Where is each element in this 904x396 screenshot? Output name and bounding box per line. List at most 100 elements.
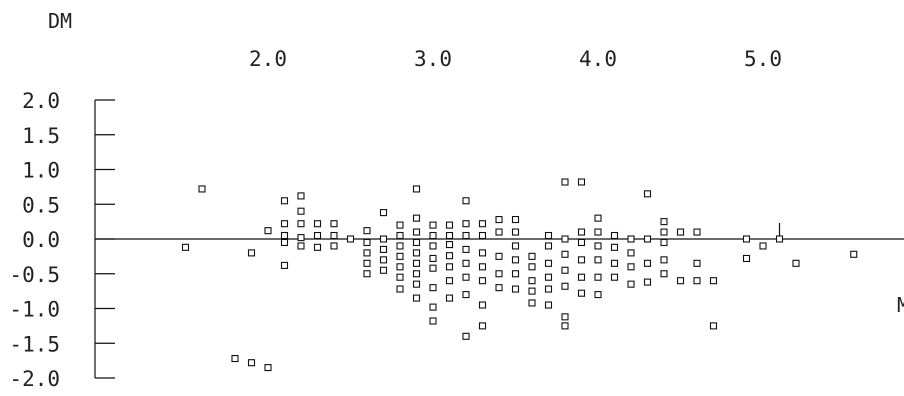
y-tick-label: 0.5 bbox=[22, 193, 60, 217]
data-point bbox=[528, 287, 536, 295]
data-point bbox=[511, 270, 520, 278]
data-point bbox=[379, 245, 388, 253]
data-point bbox=[693, 228, 701, 236]
data-point bbox=[495, 284, 503, 292]
data-point bbox=[577, 238, 586, 247]
data-point bbox=[247, 359, 256, 367]
data-point bbox=[528, 252, 536, 260]
data-point bbox=[264, 364, 272, 372]
data-point bbox=[742, 254, 751, 263]
data-point bbox=[610, 273, 619, 281]
data-point bbox=[330, 242, 338, 250]
data-point bbox=[280, 231, 289, 240]
data-point bbox=[577, 228, 586, 236]
data-point bbox=[412, 270, 421, 278]
data-point bbox=[297, 242, 305, 250]
data-point bbox=[577, 289, 586, 297]
data-point bbox=[379, 235, 388, 243]
data-point bbox=[396, 242, 404, 250]
data-point bbox=[627, 249, 635, 257]
x-tick-labels: 2.0 3.0 4.0 5.0 bbox=[249, 47, 782, 71]
data-point bbox=[462, 332, 470, 340]
data-point bbox=[445, 277, 454, 285]
data-point bbox=[462, 291, 470, 299]
x-tick-label: 4.0 bbox=[579, 47, 617, 71]
data-point bbox=[610, 243, 619, 251]
data-point bbox=[742, 235, 751, 243]
data-point bbox=[544, 285, 553, 293]
data-point bbox=[594, 256, 602, 264]
x-tick-label: 2.0 bbox=[249, 47, 287, 71]
data-point bbox=[528, 277, 536, 285]
data-point bbox=[297, 192, 305, 200]
data-point bbox=[445, 252, 454, 260]
data-point bbox=[594, 291, 602, 299]
data-point bbox=[528, 263, 536, 271]
data-point bbox=[775, 235, 784, 243]
data-point bbox=[643, 259, 652, 267]
data-points bbox=[181, 178, 858, 372]
data-point bbox=[181, 243, 190, 251]
data-point bbox=[544, 242, 553, 250]
data-point bbox=[445, 294, 454, 302]
data-point bbox=[495, 215, 503, 224]
data-point bbox=[676, 277, 685, 285]
data-point bbox=[495, 228, 503, 236]
data-point bbox=[511, 215, 520, 224]
data-point bbox=[577, 178, 586, 186]
data-point bbox=[709, 322, 718, 330]
data-point bbox=[478, 220, 487, 228]
data-point bbox=[412, 214, 421, 222]
data-point bbox=[462, 245, 470, 253]
data-point bbox=[429, 317, 437, 325]
data-point bbox=[709, 277, 718, 285]
data-point bbox=[231, 354, 239, 363]
data-point bbox=[478, 231, 487, 240]
data-point bbox=[445, 263, 454, 271]
y-tick-label: -1.5 bbox=[9, 332, 60, 356]
data-point bbox=[363, 249, 371, 257]
data-point bbox=[445, 221, 454, 229]
data-point bbox=[495, 270, 503, 278]
data-point bbox=[264, 227, 272, 235]
data-point bbox=[462, 220, 470, 228]
data-point bbox=[643, 235, 652, 243]
x-tick-label: 5.0 bbox=[744, 47, 782, 71]
data-point bbox=[280, 238, 289, 247]
data-point bbox=[412, 249, 421, 257]
data-point bbox=[610, 259, 619, 267]
data-point bbox=[627, 280, 635, 288]
data-point bbox=[511, 256, 520, 264]
data-point bbox=[577, 273, 586, 281]
data-point bbox=[561, 313, 569, 321]
data-point bbox=[429, 254, 437, 263]
data-point bbox=[693, 259, 701, 267]
data-point bbox=[363, 227, 371, 235]
data-point bbox=[247, 249, 256, 257]
data-point bbox=[379, 266, 388, 274]
data-point bbox=[429, 264, 437, 272]
x-tick-label: 3.0 bbox=[414, 47, 452, 71]
data-point bbox=[660, 270, 668, 278]
y-tick-label: 0.0 bbox=[22, 228, 60, 252]
data-point bbox=[850, 250, 858, 258]
data-point bbox=[627, 235, 635, 243]
y-tick-label: -0.5 bbox=[9, 263, 60, 287]
data-point bbox=[610, 231, 619, 240]
data-point bbox=[462, 197, 470, 205]
y-tick-label: -1.0 bbox=[9, 298, 60, 322]
data-point bbox=[396, 263, 404, 271]
data-point bbox=[429, 242, 437, 250]
data-point bbox=[462, 273, 470, 281]
data-point bbox=[429, 231, 437, 240]
data-point bbox=[313, 220, 322, 228]
data-point bbox=[412, 294, 421, 302]
data-point bbox=[313, 231, 322, 240]
data-point bbox=[346, 235, 355, 243]
data-point bbox=[528, 299, 536, 307]
data-point bbox=[429, 303, 437, 311]
data-point bbox=[561, 282, 569, 290]
x-axis-title: M bbox=[897, 293, 904, 317]
